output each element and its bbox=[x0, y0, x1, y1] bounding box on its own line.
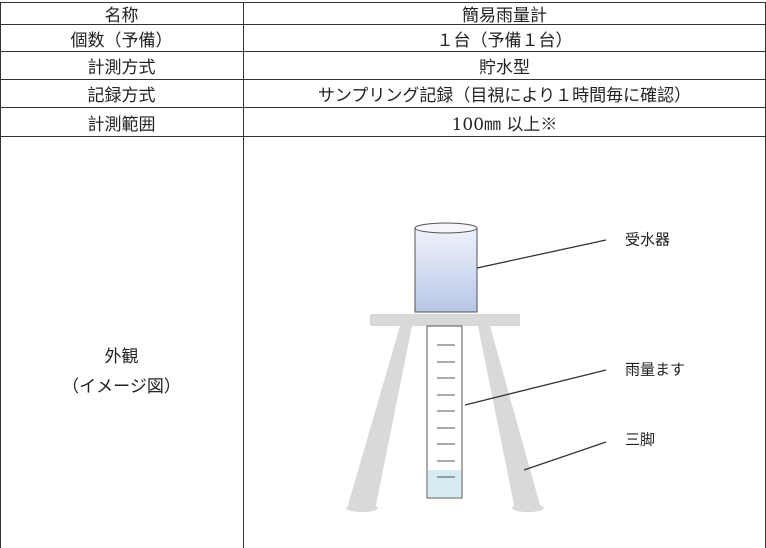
row-border bbox=[0, 24, 766, 25]
row-border bbox=[0, 79, 766, 80]
value-cell: 100㎜ 以上※ bbox=[451, 114, 558, 135]
value-cell: 簡易雨量計 bbox=[462, 5, 547, 26]
callout-label: 雨量ます bbox=[625, 361, 685, 379]
label-cell: 記録方式 bbox=[87, 86, 156, 106]
column-border bbox=[243, 2, 244, 548]
row-border bbox=[0, 136, 766, 137]
leader-line bbox=[464, 369, 607, 406]
leader-line bbox=[523, 441, 607, 471]
value-cell: １台（予備１台） bbox=[436, 30, 573, 51]
callout-label: 三脚 bbox=[625, 431, 655, 449]
tripod bbox=[346, 314, 544, 512]
label-cell: 計測範囲 bbox=[87, 114, 156, 135]
column-border bbox=[0, 2, 1, 548]
receiver bbox=[414, 222, 478, 313]
value-cell: サンプリング記録（目視により１時間毎に確認） bbox=[317, 86, 692, 106]
row-border bbox=[0, 2, 766, 3]
value-cell: 貯水型 bbox=[479, 58, 530, 78]
row-border bbox=[0, 51, 766, 52]
label-cell: （イメージ図） bbox=[62, 376, 181, 397]
row-border bbox=[0, 107, 766, 108]
label-cell: 個数（予備） bbox=[70, 30, 173, 51]
measuring-tube bbox=[426, 325, 463, 499]
label-cell: 名称 bbox=[104, 5, 139, 26]
label-cell: 外観 bbox=[104, 346, 139, 367]
label-cell: 計測方式 bbox=[87, 58, 156, 78]
leader-line bbox=[476, 239, 607, 269]
callout-label: 受水器 bbox=[625, 231, 670, 249]
